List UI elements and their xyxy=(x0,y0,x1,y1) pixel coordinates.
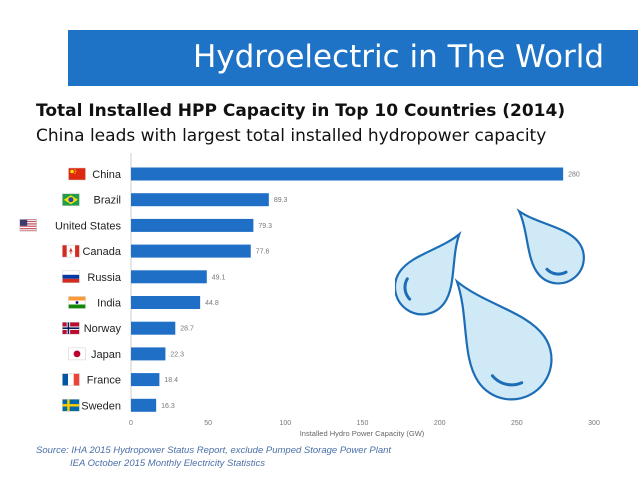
category-label: Sweden xyxy=(81,400,121,412)
canada-flag-icon xyxy=(62,244,80,258)
x-tick-label: 0 xyxy=(129,420,133,427)
data-label: 89.3 xyxy=(274,197,288,204)
x-tick-label: 50 xyxy=(204,420,212,427)
bar-united-states xyxy=(131,218,254,232)
x-tick-label: 150 xyxy=(357,420,369,427)
japan-flag-icon xyxy=(68,347,86,361)
chart-subheading: China leads with largest total installed… xyxy=(36,126,547,146)
united-states-flag-icon xyxy=(19,219,37,232)
bar-sweden xyxy=(131,398,157,412)
bar-china xyxy=(131,167,564,181)
china-flag-icon xyxy=(68,167,86,181)
source-note: Source: IHA 2015 Hydropower Status Repor… xyxy=(36,444,391,470)
x-axis-label: Installed Hydro Power Capacity (GW) xyxy=(300,429,425,438)
category-label: United States xyxy=(55,220,122,232)
data-label: 28.7 xyxy=(180,326,194,333)
russia-flag-icon xyxy=(62,270,80,284)
water-drop-large-icon xyxy=(454,278,553,401)
category-label: Russia xyxy=(87,272,122,284)
data-label: 44.8 xyxy=(205,300,219,307)
india-flag-icon xyxy=(68,296,86,309)
category-label: France xyxy=(87,375,121,387)
brazil-flag-icon xyxy=(62,193,80,206)
water-drop-small-icon xyxy=(395,230,462,316)
category-label: India xyxy=(97,298,122,310)
bar-canada xyxy=(131,244,251,258)
title-banner: Hydroelectric in The World xyxy=(68,30,638,86)
x-tick-label: 100 xyxy=(279,420,291,427)
source-line-2: IEA October 2015 Monthly Electricity Sta… xyxy=(70,458,266,469)
bar-india xyxy=(131,296,201,309)
data-label: 77.6 xyxy=(256,249,270,256)
france-flag-icon xyxy=(62,373,80,386)
bar-france xyxy=(131,373,160,387)
category-label: Brazil xyxy=(93,195,121,207)
data-label: 22.3 xyxy=(170,351,184,358)
category-label: Canada xyxy=(82,246,121,258)
source-line-1: Source: IHA 2015 Hydropower Status Repor… xyxy=(36,445,392,456)
data-label: 16.3 xyxy=(161,403,175,410)
data-label: 79.3 xyxy=(258,223,272,230)
water-drops-illustration xyxy=(395,208,585,401)
category-label: China xyxy=(92,169,122,181)
bar-japan xyxy=(131,347,166,361)
data-label: 280 xyxy=(568,172,580,179)
category-label: Norway xyxy=(84,323,122,335)
bar-chart: 280 China 89.3 Brazil 79.3 United States 77.6 C… xyxy=(19,153,600,438)
slide-title: Hydroelectric in The World xyxy=(192,39,604,75)
bar-norway xyxy=(131,321,176,335)
x-tick-label: 200 xyxy=(434,420,446,427)
bar-brazil xyxy=(131,193,269,207)
data-label: 18.4 xyxy=(164,377,178,384)
sweden-flag-icon xyxy=(62,399,80,412)
norway-flag-icon xyxy=(62,321,80,335)
bar-russia xyxy=(131,270,207,284)
category-label: Japan xyxy=(91,349,121,361)
x-tick-label: 300 xyxy=(588,420,600,427)
data-label: 49.1 xyxy=(212,274,226,281)
water-drop-right-icon xyxy=(516,208,585,285)
chart-heading: Total Installed HPP Capacity in Top 10 C… xyxy=(36,101,566,121)
x-tick-label: 250 xyxy=(511,420,523,427)
